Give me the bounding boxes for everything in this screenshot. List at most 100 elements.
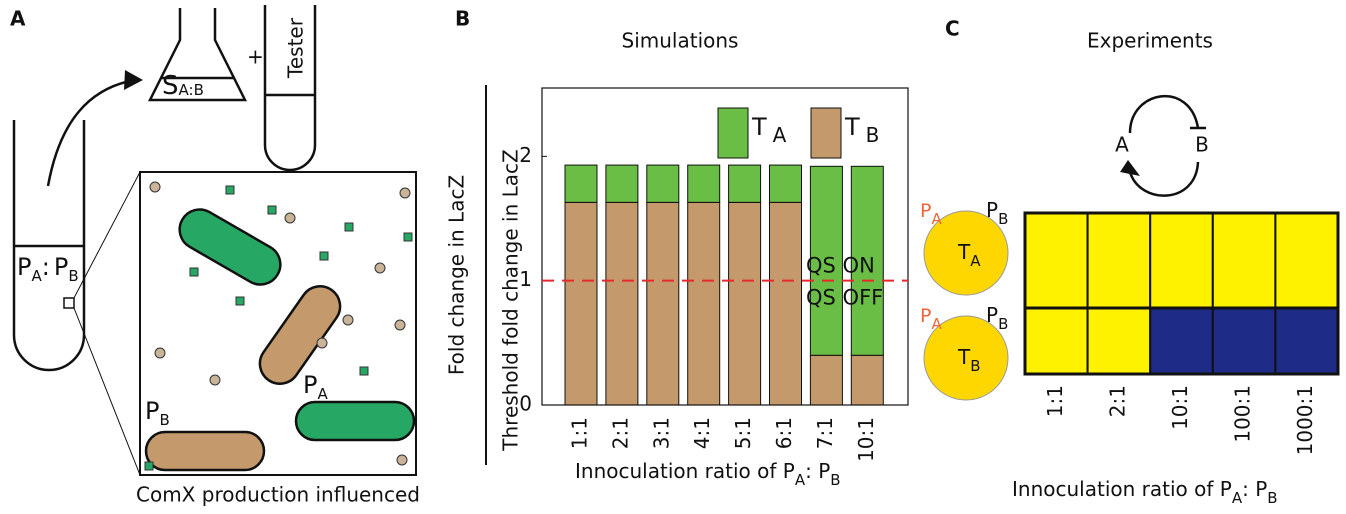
tester-label: Tester xyxy=(284,17,308,79)
heatmap-cell xyxy=(1274,307,1340,375)
subscript: B xyxy=(970,357,980,375)
tester-circle xyxy=(923,315,1009,401)
bar-segment xyxy=(564,164,598,203)
x-tick-label: 5:1 xyxy=(731,417,755,449)
bar-segment xyxy=(728,164,762,203)
subscript: A xyxy=(931,315,942,333)
text-part: T xyxy=(957,345,971,369)
x-tick-label: 4:1 xyxy=(690,417,714,449)
subscript: B xyxy=(998,210,1008,228)
bar-segment xyxy=(605,201,639,406)
culture-label: PA: PB xyxy=(17,253,79,285)
bar-segment xyxy=(809,354,843,406)
p-b-sub: B xyxy=(68,267,78,285)
text-part: P xyxy=(1255,477,1267,501)
subscript: B xyxy=(866,123,880,147)
x-label: Innoculation ratio of PA: PB xyxy=(575,459,841,489)
subscript: B xyxy=(830,471,840,489)
text-part: : xyxy=(805,459,818,483)
plot-frame xyxy=(541,87,909,406)
x-tick-label: 1:1 xyxy=(1043,385,1067,417)
heatmap-cell xyxy=(1149,307,1214,375)
text-part: P xyxy=(986,303,998,327)
y-label: Threshold fold change in LacZ xyxy=(499,149,523,451)
text-part: P xyxy=(783,459,795,483)
subscript: A xyxy=(1232,489,1243,507)
bar-segment xyxy=(646,201,680,406)
heatmap-cell xyxy=(1024,212,1089,309)
x-tick-label: 1:1 xyxy=(568,417,592,449)
subscript: B xyxy=(1267,489,1277,507)
node-label: B xyxy=(1195,133,1209,157)
x-tick-label: 6:1 xyxy=(772,417,796,449)
y-tick-label: 2 xyxy=(519,143,532,167)
label-main: P xyxy=(303,371,317,399)
bar-segment xyxy=(728,201,762,406)
heatmap-cell xyxy=(1211,212,1277,309)
legend-swatch xyxy=(717,107,749,159)
tester-label: TB xyxy=(957,345,981,375)
panel-label: C xyxy=(945,17,960,41)
panel-label: B xyxy=(455,7,470,31)
text-part: P xyxy=(818,459,830,483)
bar-segment xyxy=(646,164,680,203)
label-main: P xyxy=(145,397,159,425)
subscript: B xyxy=(998,315,1008,333)
text-part: T xyxy=(751,113,767,141)
legend-swatch xyxy=(810,107,842,159)
bar-segment xyxy=(769,201,802,406)
subscript: A xyxy=(970,252,981,270)
outer-y-label: Fold change in LacZ xyxy=(445,175,469,375)
panel-a-particles xyxy=(144,181,413,471)
bar-segment xyxy=(687,201,721,406)
subscript: A xyxy=(795,471,806,489)
producer-b: PB xyxy=(986,198,1008,228)
label-sub: B xyxy=(159,411,169,429)
heatmap-cell xyxy=(1149,212,1214,309)
supernatant-label: SA:B xyxy=(162,71,204,101)
heatmap-cell xyxy=(1086,307,1152,375)
tester-label: TA xyxy=(957,240,981,270)
plus: + xyxy=(247,45,264,69)
bar-segment xyxy=(605,164,639,203)
text-part: P xyxy=(1220,477,1232,501)
x-tick-label: 2:1 xyxy=(608,417,632,449)
subscript: A xyxy=(931,210,942,228)
text-part: : xyxy=(1242,477,1255,501)
caption: ComX production influenced xyxy=(136,483,420,507)
chart-title: Simulations xyxy=(622,29,739,53)
text-part: T xyxy=(844,113,860,141)
node-label: A xyxy=(1115,133,1129,157)
subscript: A xyxy=(773,123,787,147)
bar-segment xyxy=(809,165,843,356)
bar-segment xyxy=(564,201,598,406)
x-tick-label: 3:1 xyxy=(649,417,673,449)
heatmap-cell xyxy=(1086,212,1152,309)
text-part: P xyxy=(920,305,931,327)
text-part: P xyxy=(920,200,931,222)
row-frame xyxy=(1023,306,1340,376)
x-tick-label: 10:1 xyxy=(1168,385,1192,430)
x-tick-label: 2:1 xyxy=(1105,385,1129,417)
chart-title: Experiments xyxy=(1087,29,1213,53)
p-a-sub: A xyxy=(31,267,42,285)
label-main: S xyxy=(162,71,179,101)
bar-segment xyxy=(687,164,721,203)
bar-segment xyxy=(850,165,884,356)
x-tick-label: 7:1 xyxy=(813,417,837,449)
heatmap-cell xyxy=(1274,212,1340,309)
p-a: P xyxy=(17,253,31,281)
text-part: Innoculation ratio of xyxy=(1012,477,1220,501)
x-label: Innoculation ratio of PA: PB xyxy=(1012,477,1278,507)
heatmap-cell xyxy=(1024,307,1089,375)
tester-circle xyxy=(923,210,1009,296)
network-arrows xyxy=(1120,94,1206,197)
bar-segment xyxy=(850,354,884,406)
label-sub: A xyxy=(317,385,328,403)
sep: : xyxy=(42,253,50,281)
panel-a-drawing xyxy=(12,5,417,476)
producer-a: PA xyxy=(920,305,942,333)
